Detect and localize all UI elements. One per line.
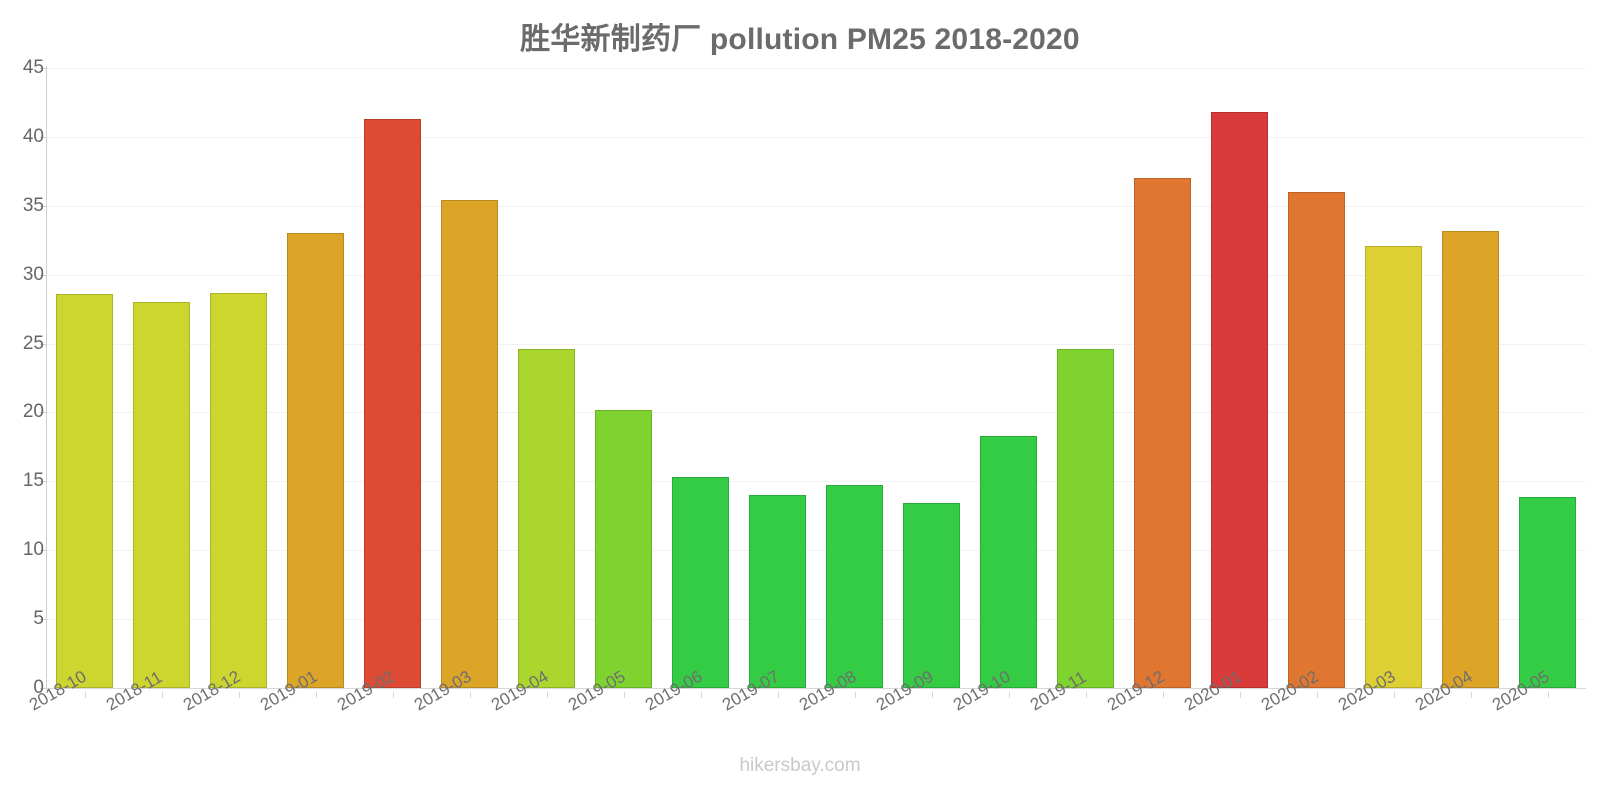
x-tick-mark — [854, 692, 856, 698]
x-tick-mark — [84, 692, 86, 698]
y-tick-mark-25 — [40, 343, 46, 345]
x-axis-line — [46, 688, 1586, 689]
y-tick-mark-15 — [40, 481, 46, 483]
bar[interactable] — [210, 292, 267, 688]
x-tick-mark — [161, 692, 163, 698]
y-tick-mark-30 — [40, 274, 46, 276]
y-tick-label: 45 — [22, 57, 44, 78]
bar[interactable] — [826, 485, 883, 688]
y-tick-mark-10 — [40, 550, 46, 552]
bar[interactable] — [1134, 178, 1191, 688]
x-tick-mark — [1470, 692, 1472, 698]
gridline-30 — [46, 274, 1586, 276]
x-tick-mark — [315, 692, 317, 698]
bar[interactable] — [1057, 349, 1114, 688]
y-tick-label: 20 — [22, 401, 44, 423]
x-tick-mark — [238, 692, 240, 698]
y-tick-label: 15 — [22, 470, 44, 492]
y-tick-label: 35 — [22, 194, 44, 216]
bar[interactable] — [749, 495, 806, 688]
bar[interactable] — [56, 293, 113, 688]
bar[interactable] — [903, 503, 960, 688]
bar[interactable] — [364, 118, 421, 688]
x-tick-mark — [392, 692, 394, 698]
x-tick-mark — [1162, 692, 1164, 698]
y-tick-mark-20 — [40, 412, 46, 414]
gridline-25 — [46, 343, 1586, 345]
x-axis-labels: 2018-10 2018-11 2018-12 2019-01 2019-02 2019-… — [26, 667, 1586, 762]
y-tick-mark-40 — [40, 136, 46, 138]
bar[interactable] — [133, 302, 190, 688]
x-tick-mark — [931, 692, 933, 698]
bar[interactable] — [1519, 496, 1576, 688]
bar[interactable] — [441, 200, 498, 688]
x-tick-mark — [777, 692, 779, 698]
gridline-35 — [46, 205, 1586, 207]
gridline-45 — [46, 68, 1586, 69]
x-tick-mark — [623, 692, 625, 698]
y-tick-label: 25 — [22, 332, 44, 354]
y-axis-line — [46, 66, 47, 690]
x-tick-mark — [546, 692, 548, 698]
gridline-5 — [46, 619, 1586, 621]
y-tick-label: 40 — [22, 125, 44, 147]
bar[interactable] — [980, 435, 1037, 688]
chart-title: 胜华新制药厂 pollution PM25 2018-2020 — [520, 23, 1080, 56]
gridline-10 — [46, 550, 1586, 552]
bar[interactable] — [1288, 192, 1345, 688]
y-tick-mark-35 — [40, 205, 46, 207]
x-tick-mark — [1316, 692, 1318, 698]
y-tick-mark-0 — [40, 688, 46, 689]
x-tick-mark — [1008, 692, 1010, 698]
y-tick-mark-45 — [40, 68, 46, 69]
y-tick-mark-5 — [40, 619, 46, 621]
plot-area — [46, 68, 1586, 689]
bar[interactable] — [287, 233, 344, 688]
x-tick-mark — [469, 692, 471, 698]
watermark-hikersbay: hikersbay.com — [739, 755, 861, 776]
gridline-20 — [46, 412, 1586, 414]
bar[interactable] — [1442, 230, 1499, 688]
bar[interactable] — [1365, 245, 1422, 688]
gridline-40 — [46, 136, 1586, 138]
y-tick-label: 0 — [33, 677, 44, 698]
bar[interactable] — [595, 409, 652, 688]
y-tick-label: 10 — [22, 539, 44, 561]
y-tick-label: 5 — [33, 608, 44, 630]
x-tick-mark — [1085, 692, 1087, 698]
x-tick-mark — [700, 692, 702, 698]
x-tick-mark — [1393, 692, 1395, 698]
bar[interactable] — [672, 477, 729, 688]
bar[interactable] — [518, 349, 575, 688]
x-tick-mark — [1239, 692, 1241, 698]
y-tick-label: 30 — [22, 263, 44, 285]
x-tick-mark — [1547, 692, 1549, 698]
bar[interactable] — [1211, 112, 1268, 688]
gridline-15 — [46, 481, 1586, 483]
